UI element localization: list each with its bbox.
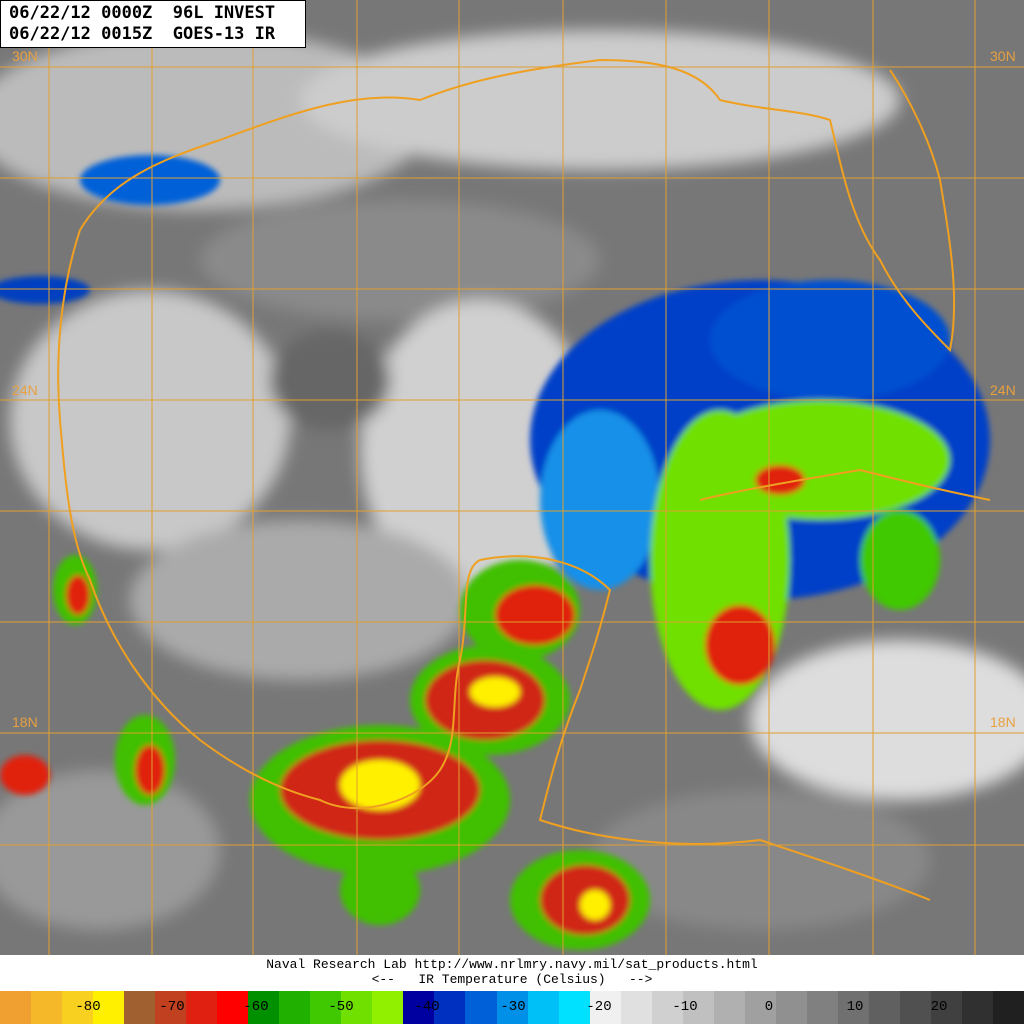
colorbar-swatch [899,991,931,1024]
coastlines [57,58,991,901]
colorbar-swatch [744,991,776,1024]
colorbar-swatch [651,991,683,1024]
colorbar-swatch [620,991,652,1024]
cold-cloud-tops [0,155,990,950]
lat-label-24n-right: 24N [990,382,1016,398]
colorbar-swatch [589,991,621,1024]
colorbar-swatch [341,991,373,1024]
colorbar-label: -20 [586,999,612,1015]
colorbar-swatch [31,991,63,1024]
colorbar-swatch [186,991,218,1024]
colorbar-label: -70 [159,999,185,1015]
colorbar-swatch [713,991,745,1024]
image-header-box: 06/22/12 0000Z 96L INVEST 06/22/12 0015Z … [0,0,306,48]
colorbar-swatch [993,991,1024,1024]
lat-label-18n-left: 18N [12,714,38,730]
gray-cloud-field [0,30,1024,930]
lat-label-30n-right: 30N [990,48,1016,64]
lat-lon-grid [0,0,1024,955]
lat-label-18n-right: 18N [990,714,1016,730]
colorbar-swatch [558,991,590,1024]
colorbar-swatch [465,991,497,1024]
colorbar-swatch [930,991,962,1024]
credit-source: Naval Research Lab http://www.nrlmry.nav… [266,957,758,972]
colorbar-swatch [775,991,807,1024]
colorbar-label: -30 [500,999,526,1015]
colorbar-swatch [217,991,249,1024]
colorbar-swatch [961,991,993,1024]
lat-label-30n-left: 30N [12,48,38,64]
colorbar-label: 20 [930,999,948,1015]
colorbar-title: <-- IR Temperature (Celsius) --> [371,972,653,987]
temperature-colorbar [0,991,1024,1024]
colorbar-label: -50 [328,999,354,1015]
colorbar-labels: -80 -70 -60 -50 -40 -30 -20 -10 0 10 20 [0,991,1024,1024]
colorbar-swatch [372,991,404,1024]
header-line-satellite: 06/22/12 0015Z GOES-13 IR [9,24,276,44]
colorbar-swatch [403,991,435,1024]
colorbar-swatch [248,991,280,1024]
colorbar-swatch [62,991,94,1024]
colorbar-swatch [868,991,900,1024]
colorbar-label: -80 [75,999,101,1015]
colorbar-swatch [155,991,187,1024]
ir-satellite-map [0,0,1024,955]
colorbar-swatch [310,991,342,1024]
colorbar-label: 0 [764,999,774,1015]
credit-banner: Naval Research Lab http://www.nrlmry.nav… [0,955,1024,991]
colorbar-swatch [527,991,559,1024]
header-line-analysis: 06/22/12 0000Z 96L INVEST [9,3,276,23]
colorbar-swatch [93,991,125,1024]
colorbar-swatch [434,991,466,1024]
colorbar-label: -40 [414,999,440,1015]
colorbar-swatch [0,991,32,1024]
colorbar-label: -60 [243,999,269,1015]
colorbar-swatch [837,991,869,1024]
colorbar-swatch [496,991,528,1024]
colorbar-label: -10 [672,999,698,1015]
colorbar-swatch [682,991,714,1024]
colorbar-swatch [806,991,838,1024]
colorbar-label: 10 [846,999,864,1015]
lat-label-24n-left: 24N [12,382,38,398]
colorbar-swatch [279,991,311,1024]
colorbar-swatch [124,991,156,1024]
